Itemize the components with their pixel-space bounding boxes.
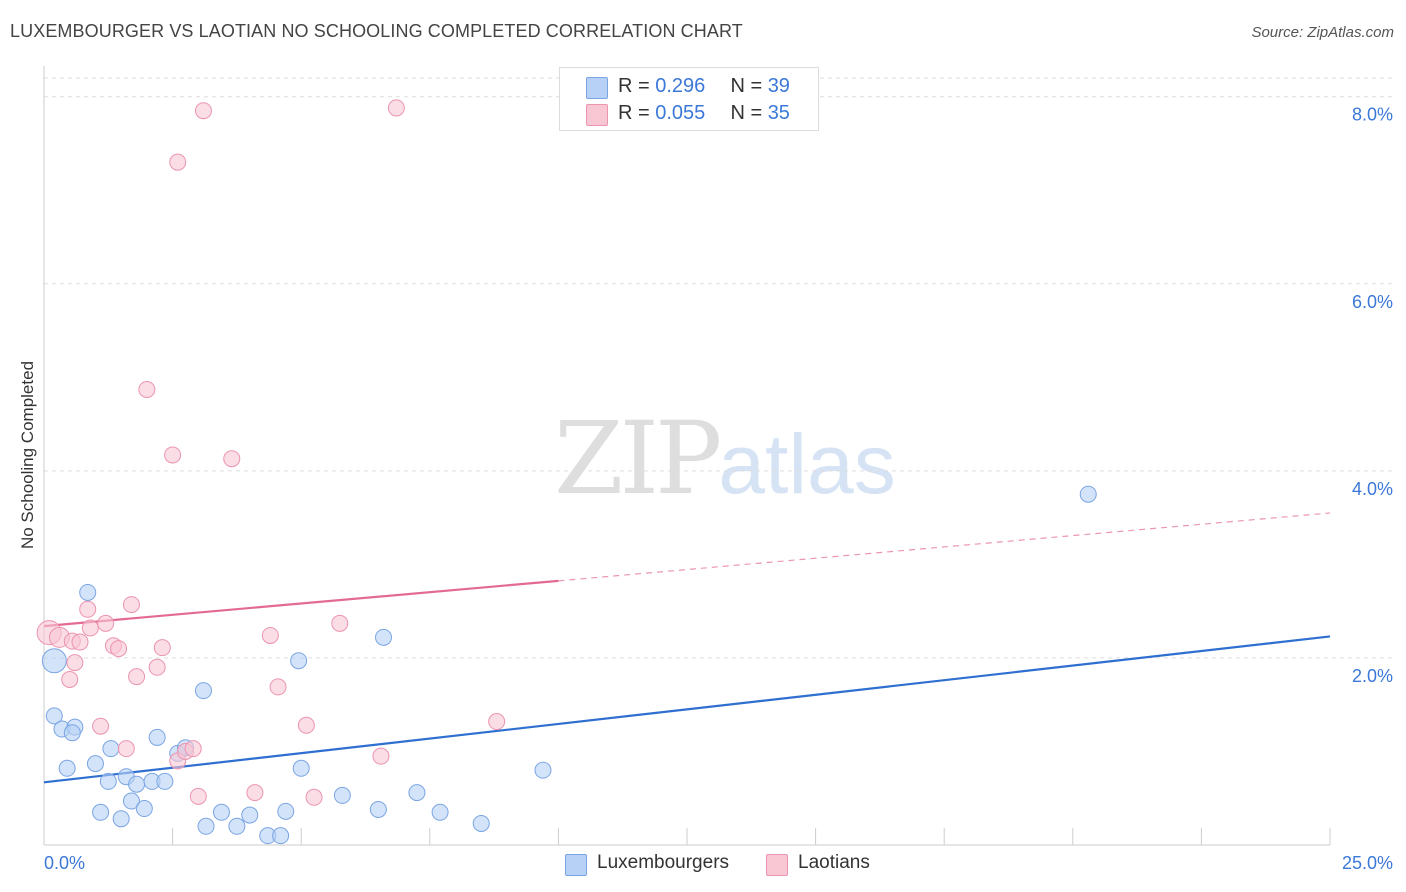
laotians-point [97, 614, 115, 632]
laotians-point [184, 740, 202, 758]
laotians-point [153, 639, 171, 657]
luxembourgers-point [156, 772, 174, 790]
legend-r-value: 0.055 [655, 102, 706, 124]
luxembourgers-point [431, 803, 449, 821]
luxembourgers-point [408, 784, 426, 802]
laotians-point [387, 99, 405, 117]
laotians-point [110, 640, 128, 658]
legend-n-value: 39 [767, 75, 790, 97]
x-tick-label: 0.0% [44, 853, 85, 873]
laotians-point [297, 716, 315, 734]
laotians-point [61, 670, 79, 688]
y-tick-label: 4.0% [1352, 479, 1393, 499]
laotians-point [71, 633, 89, 651]
laotians-point [372, 747, 390, 765]
laotians-point [138, 380, 156, 398]
luxembourgers-point [369, 800, 387, 818]
luxembourgers-point [534, 761, 552, 779]
legend-n-label: N = [730, 102, 763, 124]
laotians-point [305, 788, 323, 806]
laotians-point [164, 446, 182, 464]
laotians-point [128, 668, 146, 686]
chart-title: LUXEMBOURGER VS LAOTIAN NO SCHOOLING COM… [10, 21, 743, 41]
legend-swatch-luxembourgers [565, 854, 587, 876]
luxembourgers-point [45, 707, 63, 725]
luxembourgers-point [272, 827, 290, 845]
laotians-trend-line [43, 579, 559, 628]
laotians-point [189, 787, 207, 805]
laotians-point [194, 102, 212, 120]
laotians-point [269, 678, 287, 696]
legend-swatch-laotians [766, 854, 788, 876]
legend-label: Luxembourgers [597, 852, 730, 873]
laotians-point [261, 626, 279, 644]
legend-r-label: R = [618, 75, 650, 97]
laotians-point [122, 596, 140, 614]
laotians-point [488, 713, 506, 731]
luxembourgers-point [375, 628, 393, 646]
luxembourgers-point [63, 724, 81, 742]
laotians-trend-extension [558, 512, 1331, 582]
y-tick-label: 6.0% [1352, 292, 1393, 312]
laotians-point [79, 600, 97, 618]
luxembourgers-point [41, 648, 67, 674]
laotians-point [148, 658, 166, 676]
legend-r-value: 0.296 [655, 75, 706, 97]
x-tick-label: 25.0% [1342, 853, 1393, 873]
y-axis-label: No Schooling Completed [18, 360, 37, 550]
legend-swatch-laotians [586, 104, 608, 126]
source-label: Source: ZipAtlas.com [1251, 24, 1394, 41]
laotians-point [223, 450, 241, 468]
luxembourgers-point [194, 682, 212, 700]
luxembourgers-point [128, 775, 146, 793]
laotians-point [246, 784, 264, 802]
y-tick-label: 8.0% [1352, 105, 1393, 125]
luxembourgers-point [99, 772, 117, 790]
luxembourgers-point [290, 652, 308, 670]
watermark: ZIPatlas [554, 400, 896, 517]
laotians-point [117, 740, 135, 758]
trend-lines [43, 512, 1331, 784]
legend-n-label: N = [730, 75, 763, 97]
luxembourgers-point [112, 810, 130, 828]
luxembourgers-point [228, 817, 246, 835]
correlation-legend: R = 0.296 N = 39 R = 0.055 N = 35 [559, 67, 819, 131]
luxembourgers-point [197, 817, 215, 835]
luxembourgers-point [472, 814, 490, 832]
luxembourgers-point [92, 803, 110, 821]
luxembourgers-point [212, 803, 230, 821]
legend-label: Laotians [798, 852, 870, 873]
watermark-atlas: atlas [718, 417, 896, 511]
legend-n-value: 35 [767, 102, 790, 124]
luxembourgers-point [86, 755, 104, 773]
luxembourgers-point [333, 786, 351, 804]
laotians-point [169, 153, 187, 171]
luxembourgers-point [79, 583, 97, 601]
luxembourgers-point [58, 759, 76, 777]
luxembourgers-point [241, 806, 259, 824]
gridlines [44, 77, 1392, 659]
legend-r-label: R = [618, 102, 650, 124]
tick-labels: 2.0% 4.0% 6.0% 8.0% 0.0% 25.0% [44, 105, 1393, 873]
luxembourgers-point [1079, 485, 1097, 503]
luxembourgers-point [102, 740, 120, 758]
laotians-point [66, 654, 84, 672]
laotians-point [81, 619, 99, 637]
laotians-point [92, 717, 110, 735]
luxembourgers-point [292, 759, 310, 777]
y-tick-label: 2.0% [1352, 666, 1393, 686]
data-points [36, 99, 1097, 845]
luxembourgers-point [148, 728, 166, 746]
luxembourgers-trend-line [43, 635, 1331, 784]
watermark-zip: ZIP [554, 400, 722, 517]
axes [43, 66, 1331, 846]
laotians-point [331, 614, 349, 632]
luxembourgers-point [122, 792, 140, 810]
luxembourgers-point [135, 800, 153, 818]
legend-swatch-luxembourgers [586, 77, 608, 99]
luxembourgers-point [277, 802, 295, 820]
